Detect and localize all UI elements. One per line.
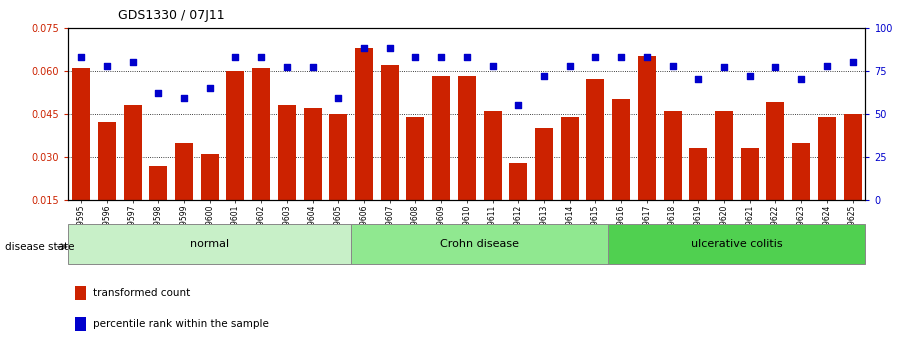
Bar — [252, 68, 271, 243]
Bar — [124, 105, 141, 243]
Text: Crohn disease: Crohn disease — [440, 239, 519, 249]
Bar — [818, 117, 836, 243]
Bar — [609, 224, 865, 264]
Bar — [406, 117, 425, 243]
Point — [640, 54, 654, 60]
Bar — [612, 99, 630, 243]
Text: disease state: disease state — [5, 243, 74, 252]
Point — [408, 54, 423, 60]
Bar — [690, 148, 707, 243]
Point — [614, 54, 629, 60]
Point — [177, 96, 191, 101]
Bar — [303, 108, 322, 243]
Point — [434, 54, 448, 60]
Bar — [663, 111, 681, 243]
Bar — [458, 77, 476, 243]
Bar — [844, 114, 862, 243]
Bar — [484, 111, 502, 243]
Bar — [97, 122, 116, 243]
Point — [202, 85, 217, 91]
Point — [691, 77, 706, 82]
Point — [486, 63, 500, 68]
Text: normal: normal — [190, 239, 230, 249]
Point — [589, 54, 603, 60]
Point — [459, 54, 474, 60]
Bar — [200, 154, 219, 243]
Bar — [278, 105, 296, 243]
Point — [228, 54, 242, 60]
Text: transformed count: transformed count — [93, 288, 190, 298]
Text: GDS1330 / 07J11: GDS1330 / 07J11 — [118, 9, 225, 22]
Point — [717, 65, 732, 70]
Point — [151, 90, 166, 96]
Bar — [351, 224, 609, 264]
Point — [280, 65, 294, 70]
Bar — [329, 114, 347, 243]
Point — [665, 63, 680, 68]
Point — [254, 54, 269, 60]
Text: ulcerative colitis: ulcerative colitis — [691, 239, 783, 249]
Bar — [741, 148, 759, 243]
Point — [74, 54, 88, 60]
Point — [793, 77, 808, 82]
Bar — [561, 117, 578, 243]
Bar — [793, 142, 810, 243]
Bar — [638, 56, 656, 243]
Bar — [68, 224, 351, 264]
Bar — [535, 128, 553, 243]
Bar — [766, 102, 784, 243]
Bar — [432, 77, 450, 243]
Text: percentile rank within the sample: percentile rank within the sample — [93, 319, 269, 329]
Point — [768, 65, 783, 70]
Bar — [355, 48, 373, 243]
Bar — [72, 68, 90, 243]
Point — [562, 63, 577, 68]
Bar — [381, 65, 399, 243]
Point — [537, 73, 551, 79]
Point — [331, 96, 345, 101]
Point — [742, 73, 757, 79]
Point — [383, 46, 397, 51]
Bar — [509, 163, 527, 243]
Point — [99, 63, 114, 68]
Point — [820, 63, 834, 68]
Bar — [227, 71, 244, 243]
Bar — [175, 142, 193, 243]
Point — [357, 46, 372, 51]
Point — [126, 59, 140, 65]
Bar — [715, 111, 733, 243]
Point — [511, 102, 526, 108]
Bar — [587, 79, 605, 243]
Point — [305, 65, 320, 70]
Point — [845, 59, 860, 65]
Bar — [149, 166, 168, 243]
